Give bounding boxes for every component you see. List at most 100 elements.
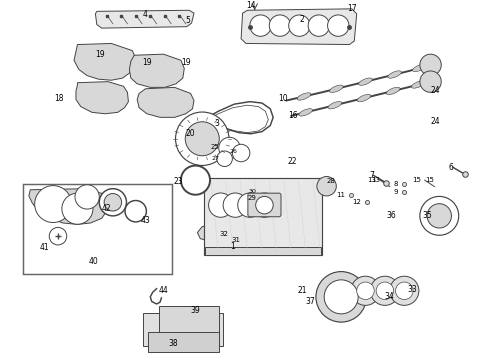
Circle shape [223,193,247,217]
Polygon shape [29,189,108,224]
Text: 26: 26 [230,149,238,154]
Circle shape [99,189,126,216]
Circle shape [219,138,240,159]
Text: 15: 15 [425,177,434,183]
Text: 31: 31 [231,237,241,243]
Text: 18: 18 [55,94,64,103]
Circle shape [104,194,122,211]
Circle shape [175,112,229,166]
Circle shape [317,176,336,196]
Text: 41: 41 [40,243,49,252]
Circle shape [35,186,72,222]
Ellipse shape [411,81,425,88]
Circle shape [420,197,459,235]
Circle shape [357,282,374,300]
Text: 11: 11 [336,192,345,198]
Text: 16: 16 [288,111,297,120]
Text: 2: 2 [300,15,305,24]
Polygon shape [74,44,137,80]
Text: 28: 28 [327,179,336,184]
Text: 8: 8 [394,181,398,188]
Text: 15: 15 [412,177,421,183]
Circle shape [209,193,233,217]
Text: 19: 19 [142,58,152,67]
Text: 38: 38 [168,339,178,348]
Ellipse shape [297,93,311,100]
Text: 25: 25 [211,144,220,150]
Text: 4: 4 [143,10,148,19]
Circle shape [250,15,271,36]
Text: 40: 40 [89,257,98,266]
Circle shape [427,204,451,228]
Text: 43: 43 [141,216,150,225]
Ellipse shape [359,78,372,85]
Ellipse shape [413,64,426,72]
FancyBboxPatch shape [205,247,321,255]
Polygon shape [76,82,128,114]
Circle shape [49,228,67,245]
Text: 19: 19 [181,58,191,67]
Polygon shape [137,87,194,117]
Circle shape [420,54,441,76]
Ellipse shape [386,87,400,95]
Circle shape [62,193,93,224]
Circle shape [376,282,393,300]
Text: 20: 20 [186,129,196,138]
Text: 39: 39 [191,306,200,315]
Circle shape [390,276,419,305]
Text: 6: 6 [448,163,453,172]
Text: 3: 3 [215,118,219,127]
Ellipse shape [299,109,313,116]
FancyBboxPatch shape [204,178,322,255]
Bar [23,184,172,274]
Polygon shape [129,54,184,87]
Circle shape [289,15,310,36]
Ellipse shape [388,71,401,78]
Text: 32: 32 [220,231,229,237]
Text: 36: 36 [387,211,396,220]
Text: 19: 19 [96,50,105,59]
Polygon shape [210,226,236,246]
FancyBboxPatch shape [159,306,220,336]
Text: 24: 24 [431,86,440,95]
Circle shape [395,282,413,300]
Circle shape [256,197,273,214]
FancyBboxPatch shape [148,332,220,352]
Text: 35: 35 [422,211,432,220]
Text: 30: 30 [248,189,256,194]
Circle shape [238,193,262,217]
Text: 34: 34 [385,292,394,301]
Text: 22: 22 [288,157,297,166]
Circle shape [420,71,441,92]
Circle shape [328,15,349,36]
Circle shape [370,276,399,305]
Text: 44: 44 [159,286,168,295]
Polygon shape [241,9,357,45]
Circle shape [252,193,276,217]
Text: 7: 7 [369,171,374,180]
Circle shape [324,280,358,314]
Text: 33: 33 [408,285,417,294]
Text: 23: 23 [173,177,183,186]
Text: 37: 37 [306,297,316,306]
Ellipse shape [329,85,343,93]
Text: 29: 29 [248,195,257,201]
Text: 5: 5 [186,17,191,26]
Text: 9: 9 [394,189,398,195]
Polygon shape [96,10,194,28]
Text: 13: 13 [367,177,376,183]
Text: 21: 21 [297,286,307,295]
Ellipse shape [357,94,371,102]
Text: 17: 17 [347,4,357,13]
Text: 1: 1 [230,242,235,251]
Circle shape [125,201,147,222]
FancyBboxPatch shape [248,193,281,217]
Circle shape [185,122,219,156]
Circle shape [316,271,367,322]
Ellipse shape [328,102,342,109]
Text: 14: 14 [246,1,256,10]
FancyBboxPatch shape [144,313,222,346]
Text: 12: 12 [353,199,362,204]
Circle shape [232,144,250,162]
Text: 24: 24 [431,117,440,126]
